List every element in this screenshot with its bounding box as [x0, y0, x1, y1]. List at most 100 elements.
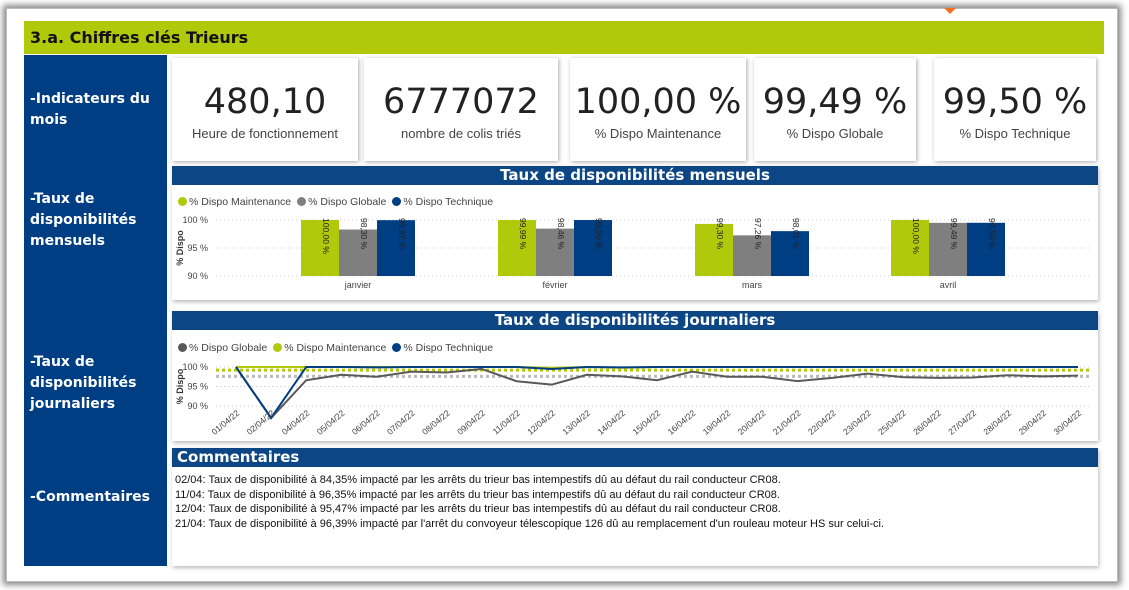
legend-dot-icon: [178, 343, 187, 352]
comments-panel: [172, 448, 1098, 566]
comment-line: 21/04: Taux de disponibilité à 96,39% im…: [175, 517, 885, 530]
bar: [301, 220, 339, 276]
bar: [929, 222, 967, 276]
x-tick-label: 09/04/22: [455, 408, 487, 437]
monthly-bar-chart: 100 % 95 % 90 %% Dispo 100,00 % 98,30 % 99,97…: [175, 215, 1092, 290]
kpi-label: % Dispo Maintenance: [594, 126, 722, 141]
kpi-value: 6777072: [383, 82, 539, 122]
sidebar-label-indicateurs: -Indicateurs du mois: [30, 91, 150, 128]
x-tick-label: 30/04/22: [1052, 408, 1084, 437]
x-tick-label: 28/04/22: [981, 408, 1013, 437]
bar: [891, 220, 929, 276]
y-tick-label: 90 %: [187, 271, 208, 281]
kpi-label: Heure de fonctionnement: [192, 126, 338, 141]
x-tick-label: 06/04/22: [350, 408, 382, 437]
x-tick-label: 04/04/22: [280, 408, 312, 437]
x-tick-label: 07/04/22: [385, 408, 417, 437]
bar: [498, 220, 536, 276]
y-tick-label: 95 %: [187, 243, 208, 253]
legend-label: % Dispo Technique: [403, 196, 494, 208]
x-tick-label: 22/04/22: [806, 408, 838, 437]
bar-data-label: 99,97 %: [397, 218, 407, 250]
y-tick-label: 90 %: [187, 401, 208, 411]
comments-title: Commentaires: [172, 448, 1098, 467]
x-tick-label: 20/04/22: [736, 408, 768, 437]
x-tick-label: 19/04/22: [701, 408, 733, 437]
y-tick-label: 100 %: [182, 215, 208, 225]
legend-item[interactable]: % Dispo Technique: [392, 342, 493, 354]
legend-item[interactable]: % Dispo Technique: [392, 196, 493, 208]
kpi-card-colis: 6777072 nombre de colis triés: [364, 58, 558, 161]
legend-label: % Dispo Globale: [308, 196, 387, 208]
x-tick-label: 01/04/22: [210, 408, 242, 437]
x-tick-label: 21/04/22: [771, 408, 803, 437]
sidebar-label-mensuels: -Taux de disponibilités mensuels: [30, 191, 137, 249]
bar-data-label: 100,00 %: [911, 218, 921, 254]
comments-list: 02/04: Taux de disponibilité à 84,35% im…: [175, 473, 884, 531]
legend-dot-icon: [392, 343, 402, 352]
x-tick-label: 13/04/22: [560, 408, 592, 437]
y-axis-label: % Dispo: [175, 230, 185, 266]
kpi-label: nombre de colis triés: [401, 126, 521, 141]
bar-data-label: 99,99 %: [594, 218, 604, 250]
bar: [771, 231, 809, 276]
x-tick-label: 29/04/22: [1016, 408, 1048, 437]
daily-chart-title: Taux de disponibilités journaliers: [172, 311, 1098, 330]
sidebar-label-commentaires: -Commentaires: [30, 489, 151, 505]
sidebar-label-journaliers: -Taux de disponibilités journaliers: [30, 354, 137, 412]
kpi-value: 99,50 %: [942, 82, 1088, 122]
kpi-value: 480,10: [203, 82, 327, 122]
x-tick-label: 11/04/22: [491, 408, 522, 437]
bar-data-label: 99,99 %: [518, 218, 528, 250]
legend-item[interactable]: % Dispo Globale: [297, 196, 386, 208]
comment-line: 02/04: Taux de disponibilité à 84,35% im…: [175, 474, 781, 486]
bar-data-label: 99,30 %: [715, 218, 725, 250]
legend-label: % Dispo Maintenance: [284, 342, 387, 354]
kpi-label: % Dispo Globale: [786, 126, 884, 141]
section-title: 3.a. Chiffres clés Trieurs: [24, 21, 1104, 54]
y-tick-label: 100 %: [182, 362, 208, 372]
bar: [574, 220, 612, 276]
bar-data-label: 98,30 %: [359, 218, 369, 250]
bar-data-label: 97,26 %: [753, 218, 763, 250]
bar: [733, 235, 771, 276]
legend-dot-icon: [273, 343, 283, 352]
bar: [339, 229, 377, 276]
bar-data-label: 100,00 %: [321, 218, 331, 254]
legend-dot-icon: [297, 197, 307, 206]
x-tick-label: 12/04/22: [525, 408, 557, 437]
bar: [967, 222, 1005, 276]
sidebar: -Indicateurs du mois -Taux de disponibil…: [24, 55, 167, 566]
bar-data-label: 98,46 %: [556, 218, 566, 250]
legend-item[interactable]: % Dispo Maintenance: [178, 196, 291, 208]
bar-data-label: 99,50 %: [987, 218, 997, 250]
legend-label: % Dispo Technique: [403, 342, 494, 354]
page-marker-icon: [944, 8, 956, 14]
legend-item[interactable]: % Dispo Globale: [178, 342, 267, 354]
x-tick-label: 08/04/22: [420, 408, 452, 437]
kpi-card-globale: 99,49 % % Dispo Globale: [754, 58, 916, 161]
comment-line: 11/04: Taux de disponibilité à 96,35% im…: [175, 488, 780, 501]
daily-line-chart: 100 % 95 % 90 %% Dispo 01/04/22 02/04/22 04/0…: [175, 362, 1092, 437]
x-tick-label: 23/04/22: [841, 408, 873, 437]
x-tick-label: 05/04/22: [315, 408, 347, 437]
bar-data-label: 99,49 %: [949, 218, 959, 250]
kpi-value: 100,00 %: [574, 82, 742, 122]
series-line: [235, 365, 1078, 420]
legend-label: % Dispo Maintenance: [189, 196, 292, 208]
x-tick-label: 02/04/22: [245, 408, 277, 437]
x-tick-label: 25/04/22: [876, 408, 908, 437]
y-axis-label: % Dispo: [175, 368, 185, 404]
kpi-card-heures: 480,10 Heure de fonctionnement: [172, 58, 358, 161]
bar-data-label: 98,01 %: [791, 218, 801, 250]
monthly-chart-title: Taux de disponibilités mensuels: [172, 166, 1098, 185]
x-tick-label: janvier: [344, 280, 372, 290]
series-line: [235, 366, 1079, 420]
x-tick-label: février: [542, 280, 567, 290]
kpi-value: 99,49 %: [762, 82, 908, 122]
x-tick-label: 15/04/22: [631, 408, 663, 437]
legend-item[interactable]: % Dispo Maintenance: [273, 342, 386, 354]
comment-line: 12/04: Taux de disponibilité à 95,47% im…: [175, 503, 781, 515]
legend-dot-icon: [392, 197, 402, 206]
x-tick-label: 16/04/22: [666, 408, 698, 437]
